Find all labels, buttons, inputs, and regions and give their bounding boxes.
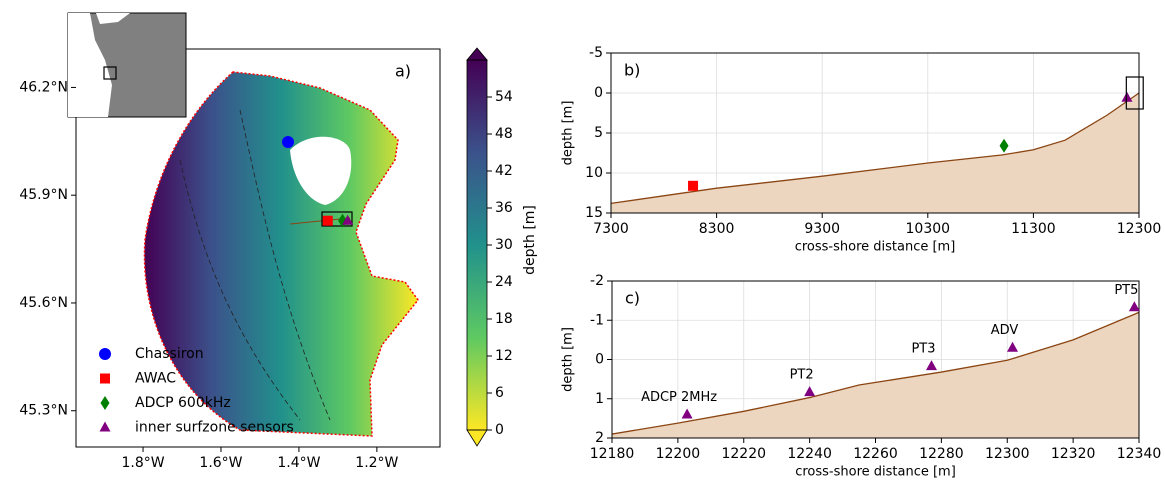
- point-label: ADV: [991, 323, 1019, 338]
- x-tick-label: 10300: [906, 221, 951, 237]
- legend-label: Chassiron: [135, 346, 204, 362]
- x-tick-label: 12300: [985, 446, 1030, 462]
- marker: [1121, 91, 1133, 102]
- x-tick-label: 8300: [699, 221, 735, 237]
- x-tick-label: 12260: [853, 446, 898, 462]
- colorbar-tick-label: 42: [495, 163, 513, 179]
- axes-frame: [611, 280, 1140, 439]
- point-label: PT5: [1114, 283, 1138, 298]
- marker: [1128, 301, 1140, 312]
- bathymetry: [143, 71, 419, 437]
- x-tick-label: 1.6°W: [199, 455, 242, 471]
- legend-marker: [100, 373, 110, 384]
- colorbar-tick-label: 24: [495, 274, 513, 290]
- legend-label: AWAC: [135, 371, 176, 387]
- colorbar-tick-label: 54: [495, 89, 513, 105]
- colorbar-tick-label: 36: [495, 200, 513, 216]
- colorbar-extend: [466, 47, 488, 61]
- colorbar-tick-label: 48: [495, 126, 513, 142]
- x-tick-label: 12220: [721, 446, 766, 462]
- point-label: PT2: [790, 368, 814, 383]
- y-tick-label: 5: [594, 125, 603, 141]
- marker: [999, 138, 1009, 153]
- y-tick-label: -1: [590, 312, 604, 328]
- legend-marker: [99, 348, 111, 360]
- x-tick-label: 12280: [919, 446, 964, 462]
- colorbar-label: depth [m]: [522, 205, 538, 275]
- y-tick-label: -5: [589, 45, 603, 61]
- map-frame: [75, 48, 441, 448]
- x-tick-label: 1.2°W: [355, 455, 398, 471]
- legend-label: ADCP 600kHz: [135, 395, 231, 411]
- panel-label: b): [624, 61, 640, 80]
- x-tick-label: 12180: [590, 446, 635, 462]
- marker: [681, 408, 693, 419]
- point-label: PT3: [911, 342, 935, 357]
- y-tick-label: 46.2°N: [19, 79, 68, 95]
- colorbar: [467, 60, 487, 430]
- y-tick-label: 45.6°N: [19, 295, 68, 311]
- legend-label: inner surfzone sensors: [135, 420, 294, 436]
- marker: [688, 180, 699, 191]
- marker: [322, 215, 333, 226]
- profile-line: [611, 311, 1140, 435]
- x-tick-label: 1.4°W: [277, 455, 320, 471]
- profile-line: [610, 92, 1140, 205]
- panel-label: a): [395, 62, 411, 81]
- y-tick-label: 45.9°N: [19, 187, 68, 203]
- colorbar-tick-label: 30: [495, 237, 513, 253]
- colorbar-tick-label: 18: [495, 311, 513, 327]
- profile-area: [612, 312, 1139, 438]
- point-label: ADCP 2MHz: [641, 390, 717, 405]
- x-tick-label: 7300: [593, 221, 629, 237]
- panel-label: c): [625, 289, 640, 308]
- y-tick-label: 0: [595, 352, 604, 368]
- marker: [342, 214, 354, 225]
- y-tick-label: 1: [595, 391, 604, 407]
- y-axis-label: depth [m]: [561, 101, 576, 166]
- marker: [925, 360, 937, 371]
- x-axis-label: cross-shore distance [m]: [795, 240, 956, 255]
- colorbar-tick-label: 12: [495, 348, 513, 364]
- x-tick-label: 12340: [1117, 446, 1162, 462]
- y-axis-label: depth [m]: [561, 327, 576, 392]
- legend-marker: [100, 396, 110, 410]
- y-tick-label: 45.3°N: [19, 403, 68, 419]
- marker: [1007, 341, 1019, 352]
- zoom-box: [1125, 76, 1144, 110]
- marker: [804, 386, 816, 397]
- x-axis-label: cross-shore distance [m]: [795, 465, 956, 480]
- inset-map: [67, 12, 187, 118]
- y-tick-label: 0: [594, 85, 603, 101]
- x-tick-label: 12240: [787, 446, 832, 462]
- colorbar-extend: [466, 429, 488, 447]
- y-tick-label: 15: [585, 205, 603, 221]
- x-tick-label: 12200: [656, 446, 701, 462]
- x-tick-label: 1.8°W: [121, 455, 164, 471]
- x-tick-label: 12320: [1051, 446, 1096, 462]
- legend-marker: [99, 421, 111, 432]
- x-tick-label: 12300: [1117, 221, 1162, 237]
- y-tick-label: 10: [585, 165, 603, 181]
- x-tick-label: 11300: [1011, 221, 1056, 237]
- x-tick-label: 9300: [804, 221, 840, 237]
- y-tick-label: -2: [590, 273, 604, 289]
- profile-area: [611, 93, 1139, 213]
- y-tick-label: 2: [595, 430, 604, 446]
- colorbar-tick-label: 0: [495, 422, 504, 438]
- colorbar-tick-label: 6: [495, 385, 504, 401]
- marker: [282, 136, 295, 149]
- axes-frame: [610, 52, 1140, 214]
